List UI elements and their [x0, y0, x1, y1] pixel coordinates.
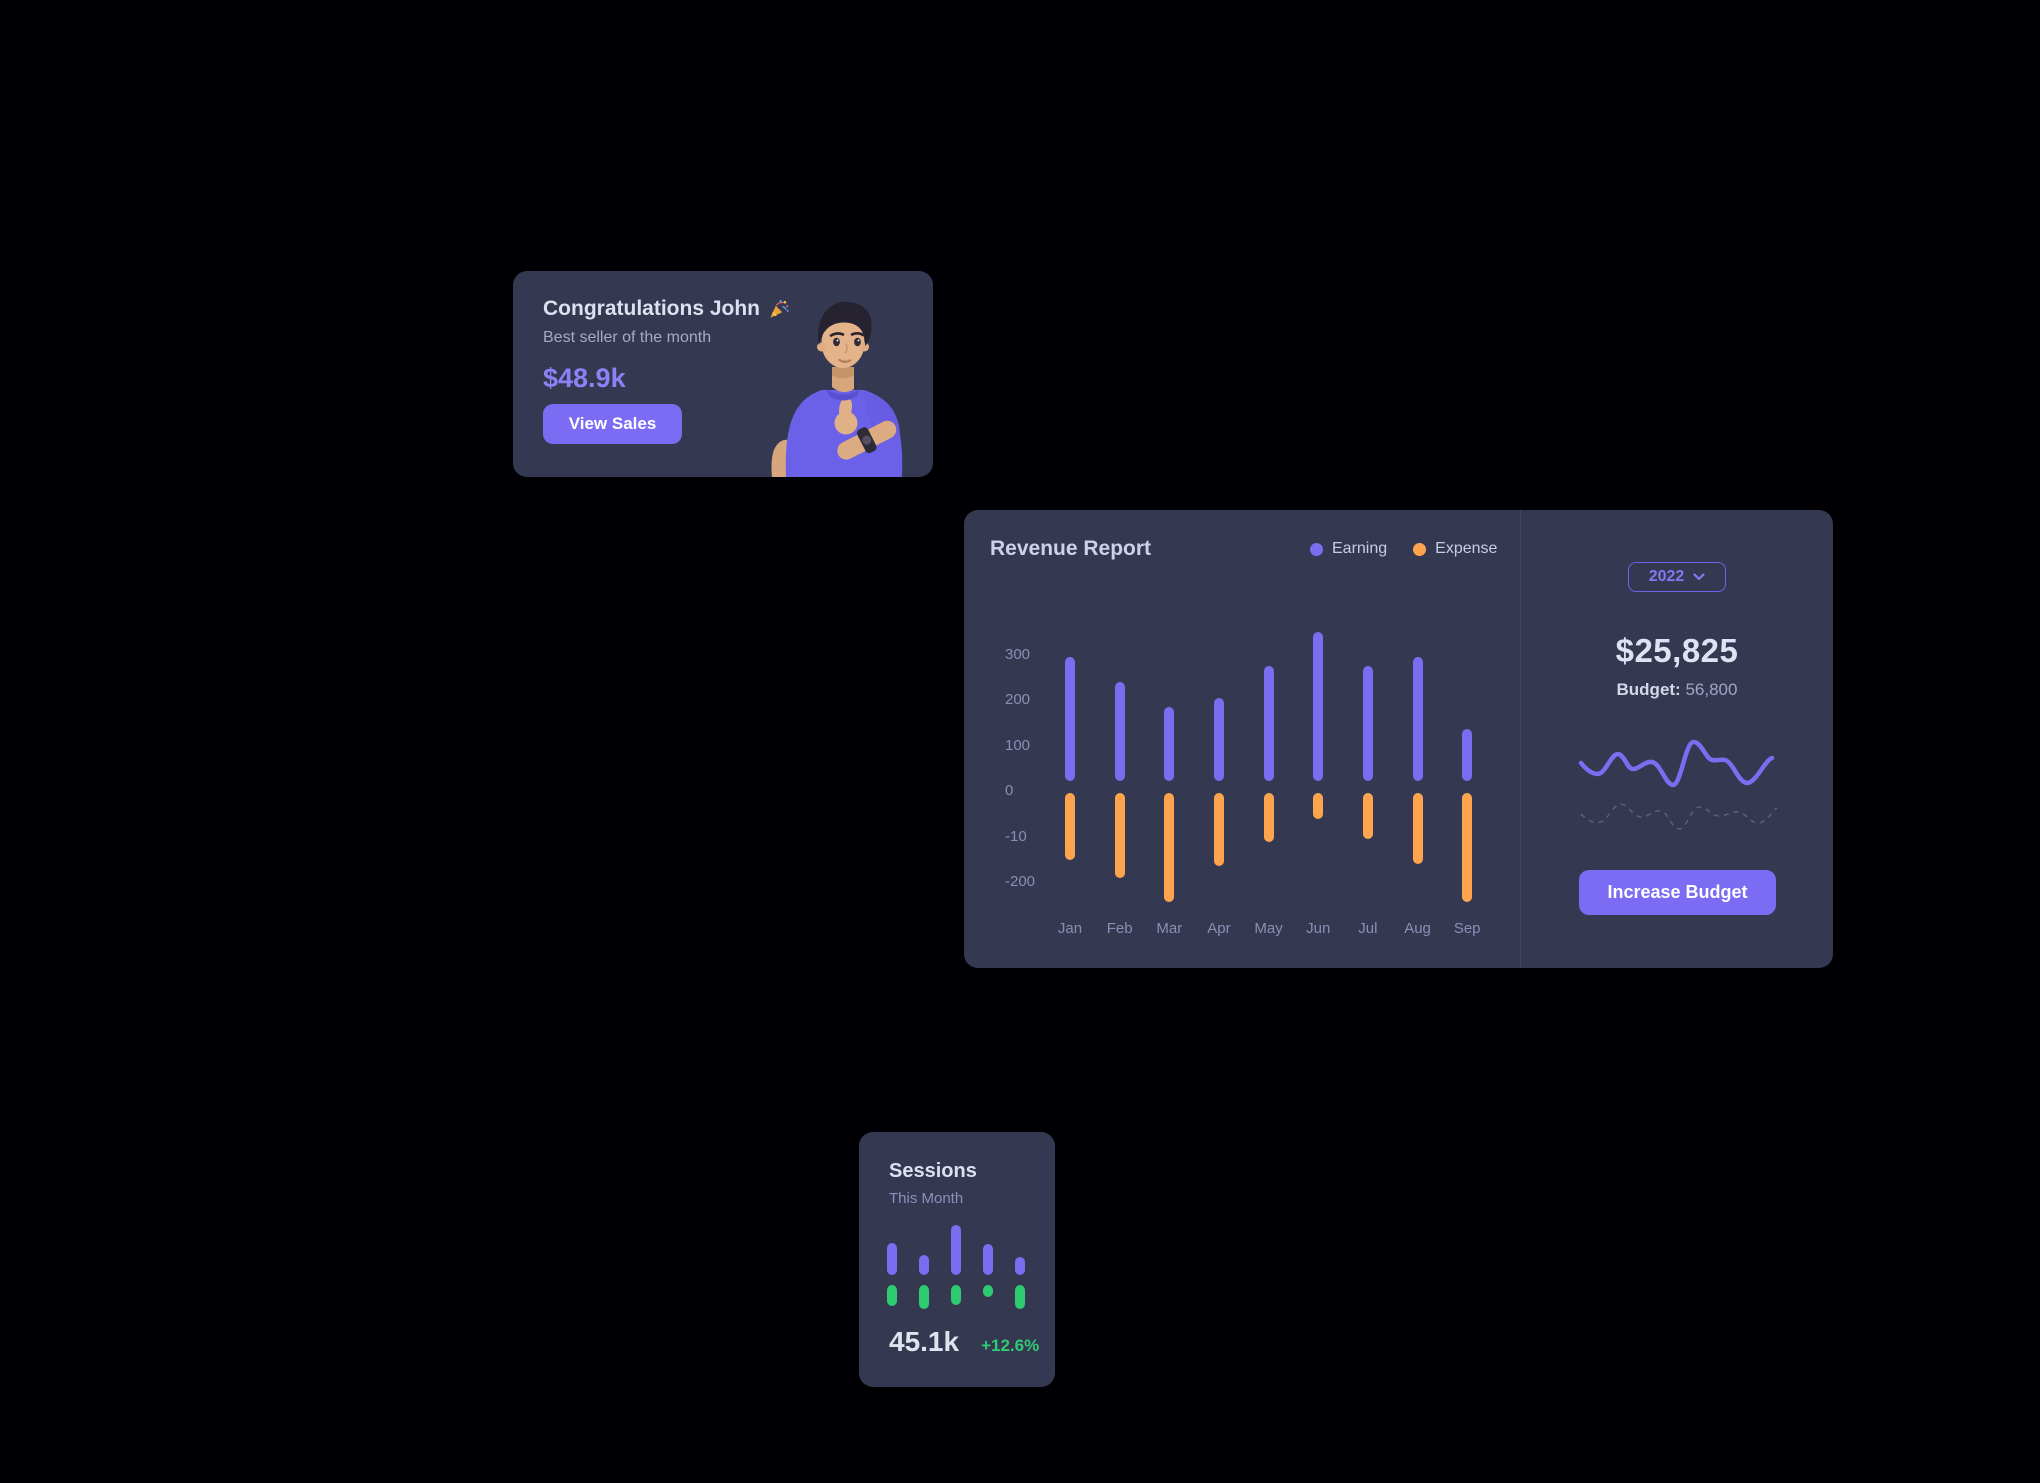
earning-bar	[1164, 706, 1175, 781]
x-axis-label: Jun	[1306, 920, 1331, 937]
x-axis-label: Apr	[1207, 920, 1231, 937]
x-axis-label: Mar	[1156, 920, 1183, 937]
earning-bar	[1362, 666, 1373, 781]
expense-bar	[1362, 793, 1373, 840]
congrats-title-row: Congratulations John	[543, 297, 790, 321]
budget-value: 56,800	[1685, 680, 1738, 699]
session-top-bar	[983, 1244, 993, 1275]
earning-bar	[1213, 697, 1224, 781]
budget-sparkline-chart	[1578, 739, 1778, 830]
y-axis-tick: 300	[1005, 646, 1031, 663]
x-axis-label: May	[1254, 920, 1283, 937]
legend-item-earning[interactable]: Earning	[1310, 540, 1387, 558]
congratulations-card: Congratulations John Best seller of the …	[513, 271, 933, 477]
expense-bar	[1164, 793, 1175, 903]
sessions-card: Sessions This Month 45.1k +12.6%	[859, 1132, 1055, 1387]
chevron-down-icon	[1693, 573, 1705, 581]
expense-bar	[1313, 793, 1324, 819]
sessions-title: Sessions	[889, 1160, 977, 1182]
y-axis-tick: 100	[1005, 736, 1031, 754]
earning-bar	[1114, 681, 1125, 781]
sessions-bar-chart	[859, 1132, 1055, 1387]
expense-bar	[1462, 793, 1473, 903]
chart-legend: Earning Expense	[1310, 540, 1497, 558]
legend-item-expense[interactable]: Expense	[1413, 540, 1497, 558]
party-popper-icon	[770, 300, 789, 318]
congrats-amount: $48.9k	[543, 363, 626, 393]
session-top-bar	[887, 1243, 897, 1275]
view-sales-button[interactable]: View Sales	[543, 404, 682, 444]
increase-budget-button[interactable]: Increase Budget	[1579, 870, 1776, 915]
session-top-bar	[919, 1255, 929, 1275]
session-top-bar	[951, 1225, 961, 1275]
x-axis-label: Feb	[1106, 920, 1133, 937]
x-axis-label: Sep	[1453, 920, 1481, 937]
budget-total-value: $25,825	[1615, 632, 1739, 669]
y-axis-tick: 0	[1005, 782, 1014, 800]
session-top-bar	[1015, 1257, 1025, 1275]
earning-bar	[1412, 657, 1423, 781]
sessions-value-row: 45.1k +12.6%	[889, 1326, 1039, 1358]
earning-legend-dot-icon	[1310, 542, 1323, 556]
budget-trend-line	[1578, 739, 1775, 788]
budget-baseline-line	[1580, 803, 1778, 830]
year-dropdown[interactable]: 2022	[1628, 562, 1726, 592]
expense-bar	[1213, 793, 1224, 867]
session-bottom-bar	[887, 1285, 897, 1306]
x-axis-label: Jul	[1358, 920, 1378, 937]
x-axis-label: Jan	[1057, 920, 1083, 937]
session-bottom-bar	[1015, 1285, 1025, 1309]
year-dropdown-value: 2022	[1648, 568, 1685, 585]
earning-legend-label: Earning	[1332, 540, 1388, 557]
earning-bar	[1462, 729, 1473, 781]
expense-bar	[1114, 793, 1125, 878]
john-avatar-illustration	[768, 297, 933, 477]
expense-bar	[1065, 793, 1075, 860]
session-bottom-bar	[983, 1285, 993, 1297]
expense-legend-label: Expense	[1435, 540, 1498, 557]
y-axis-tick: -10	[1005, 827, 1027, 845]
session-bottom-bar	[919, 1285, 929, 1309]
budget-label: Budget:	[1616, 680, 1681, 699]
revenue-bar-chart: 300 200 100 0 -10 -200 Jan Feb Mar Apr May Jun Jul Au…	[964, 510, 1520, 968]
budget-line: Budget: 56,800	[1521, 680, 1833, 700]
revenue-report-card: Revenue Report Earning Expense 300 200 100…	[964, 510, 1833, 968]
y-axis-tick: -200	[1005, 873, 1036, 890]
congrats-title: Congratulations John	[543, 297, 760, 320]
expense-bar	[1263, 793, 1274, 842]
budget-summary-panel: 2022 $25,825 Budget: 56,800 Increase Bud…	[1521, 510, 1833, 968]
sessions-change-badge: +12.6%	[981, 1336, 1040, 1355]
sessions-subtitle: This Month	[889, 1190, 964, 1207]
sessions-value: 45.1k	[889, 1326, 960, 1357]
earning-bar	[1263, 666, 1274, 781]
panel-divider	[1520, 510, 1521, 968]
expense-legend-dot-icon	[1413, 542, 1427, 556]
x-axis-label: Aug	[1404, 920, 1431, 937]
earning-bar	[1065, 657, 1075, 781]
congrats-subtitle: Best seller of the month	[543, 329, 712, 346]
earning-bar	[1313, 632, 1324, 781]
y-axis-tick: 200	[1005, 691, 1031, 709]
session-bottom-bar	[951, 1285, 961, 1305]
expense-bar	[1412, 793, 1423, 864]
revenue-report-title: Revenue Report	[990, 537, 1152, 560]
